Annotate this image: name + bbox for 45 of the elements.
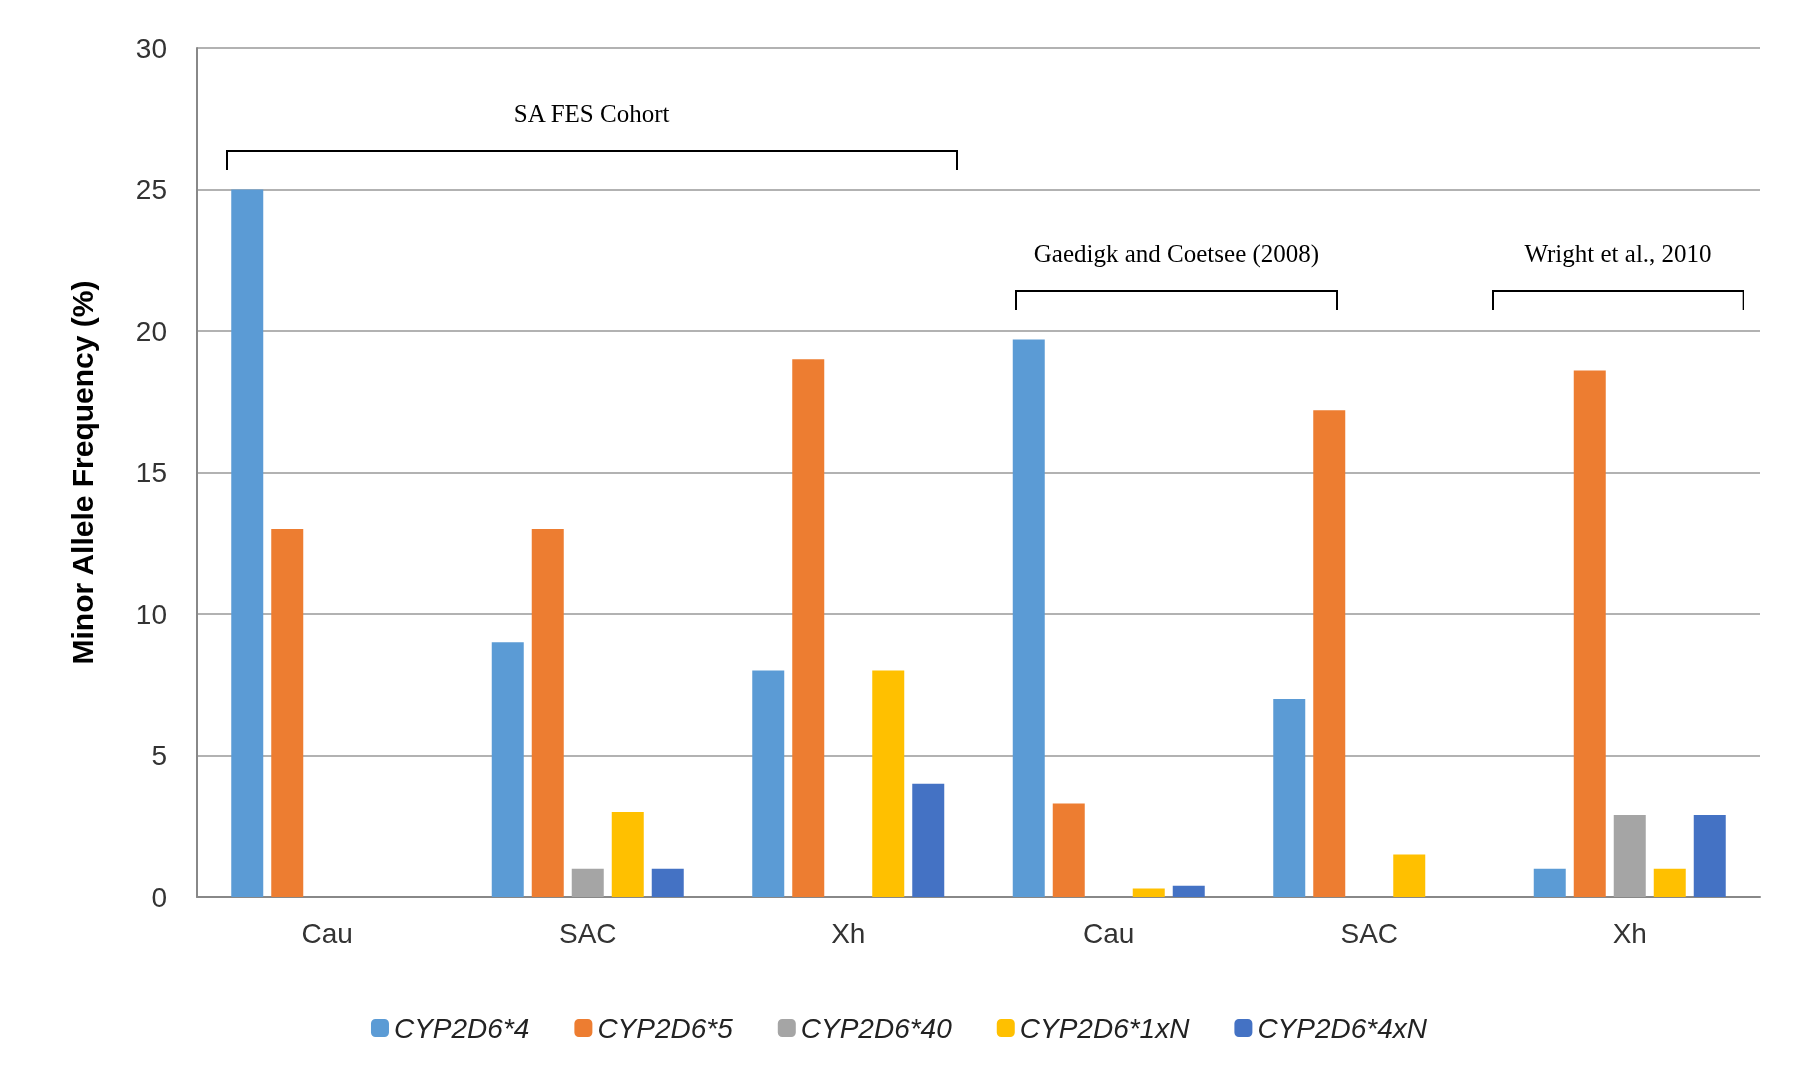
bar xyxy=(1613,814,1646,897)
y-tick-label: 25 xyxy=(135,174,167,205)
y-tick-label: 0 xyxy=(151,881,167,913)
legend-label: CYP2D6*5 xyxy=(597,1012,734,1044)
bar xyxy=(792,359,825,897)
bar xyxy=(1693,814,1726,897)
bar xyxy=(1573,370,1606,897)
bar xyxy=(651,868,684,897)
annotation: Wright et al., 2010 xyxy=(1524,240,1712,268)
bar xyxy=(271,529,304,897)
bar xyxy=(1273,698,1306,897)
annotation: Gaedigk and Coetsee (2008) xyxy=(1033,240,1320,268)
legend-label: CYP2D6*4 xyxy=(393,1012,530,1044)
bar xyxy=(752,670,785,897)
bar xyxy=(1393,854,1426,897)
x-tick-label: Cau xyxy=(1083,917,1135,949)
bar xyxy=(1172,885,1205,897)
x-tick-label: Cau xyxy=(301,917,353,949)
bar xyxy=(1052,803,1085,897)
bar xyxy=(1012,339,1045,897)
y-tick-label: 20 xyxy=(135,315,167,347)
bar xyxy=(1132,888,1165,897)
bar xyxy=(491,642,524,897)
bar xyxy=(872,670,905,897)
x-tick-label: SAC xyxy=(1340,917,1399,949)
legend-label: CYP2D6*40 xyxy=(800,1012,953,1044)
x-tick-label: Xh xyxy=(831,917,866,949)
y-tick-label: 5 xyxy=(151,740,167,771)
legend-label: CYP2D6*4xN xyxy=(1257,1012,1428,1044)
legend-label: CYP2D6*1xN xyxy=(1019,1012,1191,1044)
bar xyxy=(531,529,564,897)
y-axis-title: Minor Allele Frequency (%) xyxy=(65,280,99,665)
bar xyxy=(571,868,604,897)
bar xyxy=(912,783,945,897)
y-tick-label: 15 xyxy=(135,457,167,488)
bar xyxy=(611,812,644,897)
bar xyxy=(1313,410,1346,897)
x-tick-label: SAC xyxy=(558,917,617,949)
y-tick-label: 10 xyxy=(135,598,167,630)
x-tick-label: Xh xyxy=(1612,917,1647,949)
bar xyxy=(231,189,264,897)
bar xyxy=(1533,868,1566,897)
bar xyxy=(1653,868,1686,897)
y-tick-label: 30 xyxy=(135,32,167,64)
annotation: SA FES Cohort xyxy=(513,100,670,128)
